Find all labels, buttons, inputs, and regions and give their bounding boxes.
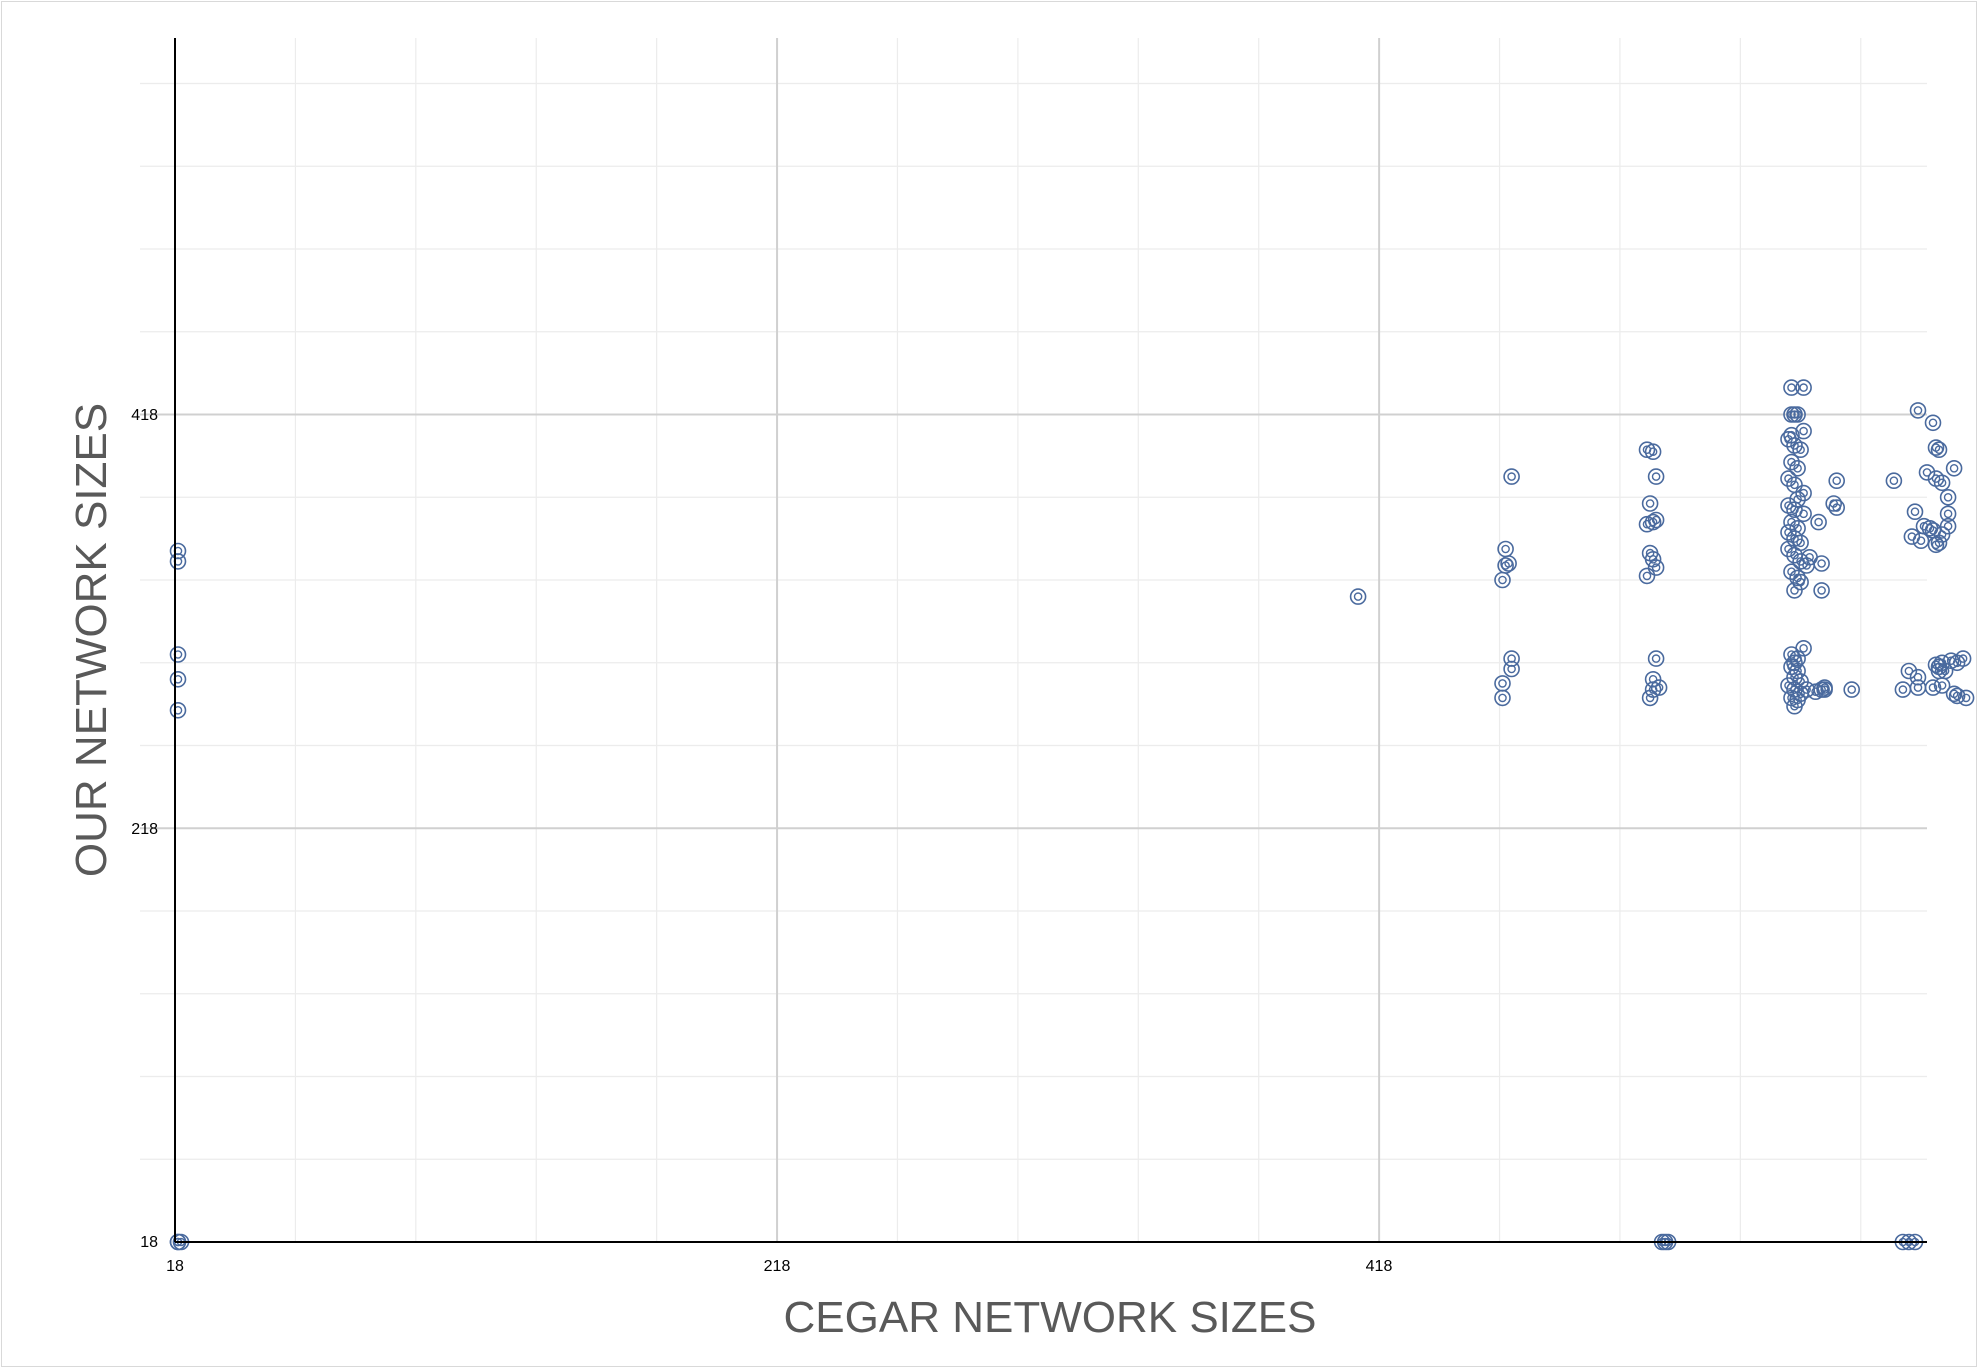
data-point — [1909, 402, 1927, 419]
data-point — [1843, 681, 1860, 698]
data-point — [1786, 546, 1803, 564]
data-point — [169, 701, 187, 719]
data-point — [1647, 468, 1665, 485]
data-point — [1828, 472, 1845, 490]
data-point — [1644, 443, 1662, 461]
data-point — [1939, 505, 1957, 523]
x-tick-label-18: 18 — [166, 1258, 184, 1275]
data-point — [169, 553, 187, 570]
data-point — [1930, 534, 1948, 552]
data-point — [1789, 406, 1806, 423]
data-point — [1494, 675, 1511, 692]
data-point — [1641, 689, 1659, 707]
data-point — [1780, 540, 1797, 558]
data-point — [1813, 582, 1830, 599]
data-point — [1783, 453, 1800, 471]
data-point — [1948, 687, 1966, 705]
data-point — [1780, 524, 1797, 541]
data-point — [1503, 468, 1520, 485]
data-point — [169, 646, 187, 663]
data-point — [1792, 441, 1809, 459]
data-point — [1954, 650, 1972, 667]
data-point — [1813, 555, 1830, 572]
data-point — [1921, 519, 1939, 537]
data-point — [1497, 540, 1514, 558]
data-point — [1939, 488, 1957, 506]
data-point — [1786, 697, 1803, 715]
major-grid — [140, 38, 1927, 1242]
data-point — [1795, 484, 1812, 502]
data-point — [1912, 532, 1930, 550]
x-tick-label-218: 218 — [764, 1258, 791, 1275]
y-axis-title: OUR NETWORK SIZES — [67, 403, 116, 877]
data-point — [1828, 499, 1845, 516]
data-point — [1792, 573, 1809, 591]
data-point — [1816, 681, 1833, 698]
data-point — [1933, 474, 1951, 492]
data-point — [1894, 681, 1912, 698]
data-point — [1933, 677, 1951, 694]
data-point — [1780, 470, 1797, 487]
data-point — [1786, 476, 1803, 494]
data-point — [1638, 567, 1656, 585]
data-point — [1957, 689, 1975, 707]
data-point — [1795, 639, 1812, 657]
x-tick-label-418: 418 — [1366, 1258, 1393, 1275]
data-point — [1647, 559, 1665, 576]
data-point — [1945, 459, 1963, 477]
x-axis-title: CEGAR NETWORK SIZES — [784, 1293, 1317, 1342]
data-point — [1647, 511, 1665, 529]
data-point — [1930, 441, 1948, 459]
data-point — [1810, 513, 1827, 531]
data-point — [1906, 503, 1924, 521]
y-tick-label-218: 218 — [131, 821, 158, 838]
data-point — [1349, 588, 1367, 605]
data-point — [169, 670, 187, 688]
data-point — [1909, 679, 1927, 696]
data-point — [1795, 422, 1812, 440]
data-point — [1783, 563, 1800, 581]
data-point — [1494, 689, 1511, 707]
data-points — [169, 379, 1975, 1251]
data-point — [1924, 679, 1942, 696]
y-tick-label-18: 18 — [140, 1234, 158, 1251]
data-point — [1795, 379, 1812, 396]
data-point — [1780, 430, 1797, 448]
y-tick-label-418: 418 — [131, 407, 158, 424]
data-point — [1503, 660, 1520, 678]
data-point — [1783, 379, 1800, 396]
data-point — [1924, 414, 1942, 432]
data-point — [1789, 459, 1806, 477]
minor-grid — [140, 38, 1927, 1242]
data-point — [1795, 505, 1812, 523]
data-point — [1494, 571, 1511, 589]
data-point — [1647, 650, 1665, 667]
data-point — [1641, 495, 1659, 512]
data-point — [1885, 472, 1903, 490]
